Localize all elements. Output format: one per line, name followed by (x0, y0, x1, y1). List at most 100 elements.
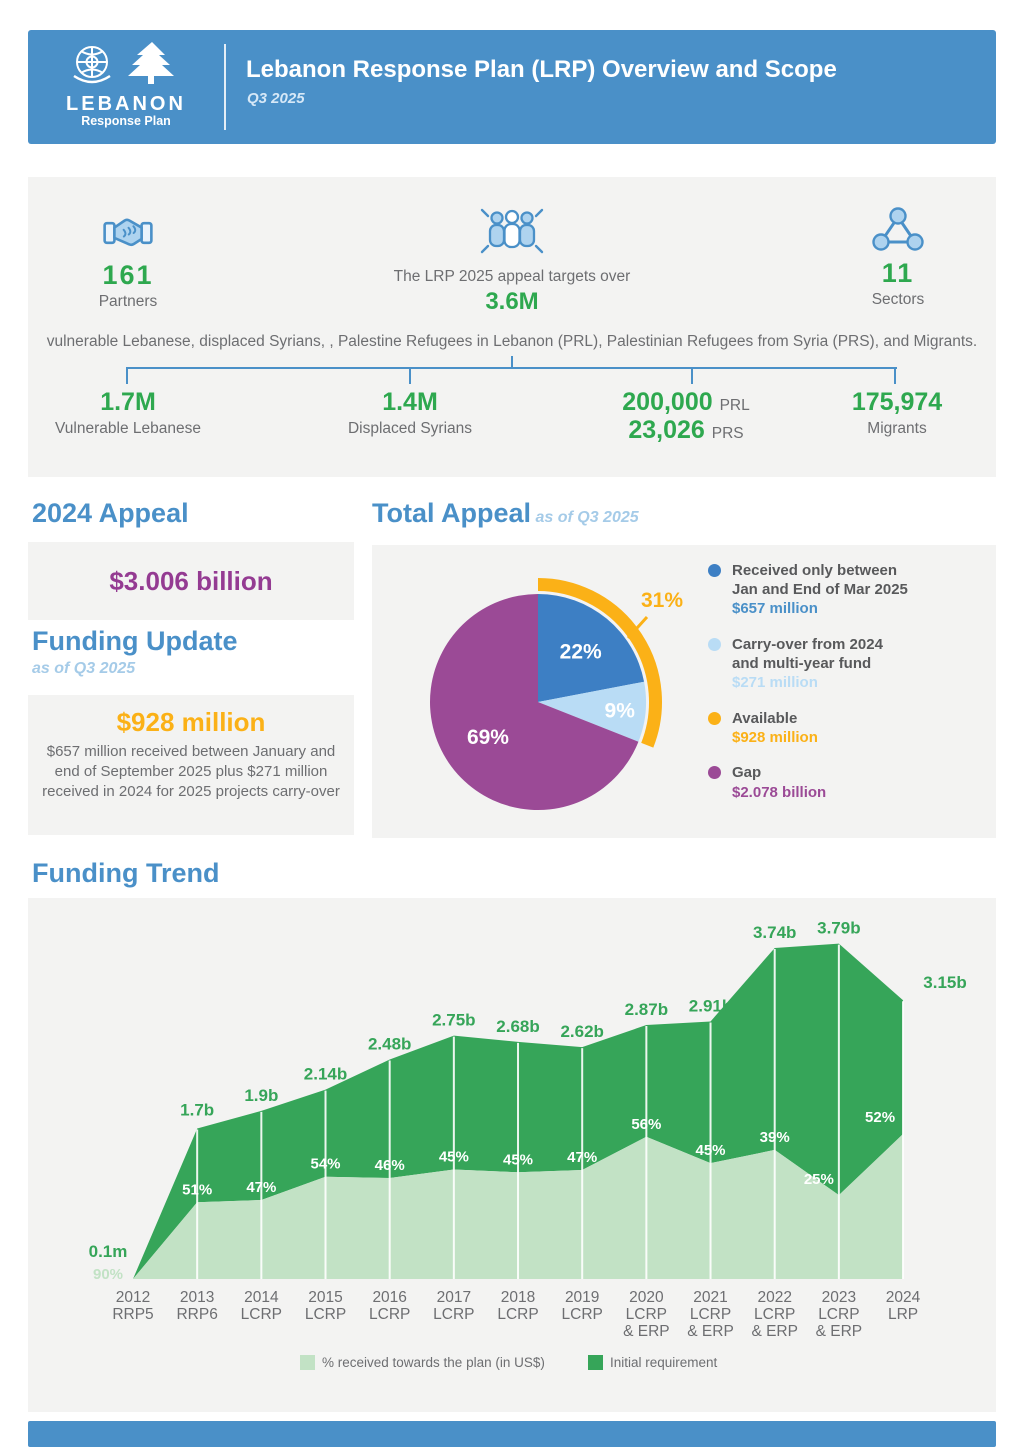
logo-org-subtitle: Response Plan (81, 114, 171, 128)
requirement-value-label: 2.75b (432, 1011, 475, 1030)
group-value: 175,974 (851, 388, 943, 416)
funding-update-box: $928 million $657 million received betwe… (28, 695, 354, 835)
un-cedar-logo-icon (73, 42, 174, 84)
received-pct-label: 45% (439, 1148, 469, 1165)
requirement-value-label: 2.68b (496, 1017, 539, 1036)
group-palestine-refugees: 200,000 PRL 23,026 PRS (622, 388, 749, 445)
legend-label: Available (732, 709, 798, 727)
pie-slice-pct-label: 22% (560, 640, 602, 663)
people-icon (480, 208, 544, 254)
prs-value: 23,026 (628, 415, 705, 444)
legend-label: Carry-over from 2024 and multi-year fund (732, 635, 883, 673)
handshake-icon (103, 218, 153, 247)
funding-trend-heading: Funding Trend (32, 858, 220, 888)
x-axis-label: RRP5 (112, 1306, 153, 1323)
x-axis-label: LCRP (690, 1306, 731, 1323)
legend-item: Received only between Jan and End of Mar… (708, 561, 908, 619)
requirement-value-label: 2.14b (304, 1065, 347, 1084)
cedar-tree-icon (128, 42, 174, 84)
appeal-2024-heading: 2024 Appeal (32, 498, 189, 528)
x-axis-label: LRP (888, 1306, 918, 1323)
x-axis-label: & ERP (816, 1323, 863, 1340)
legend-label: Received only between Jan and End of Mar… (732, 562, 908, 599)
network-icon (872, 207, 924, 251)
group-value: 1.7M (100, 388, 156, 416)
bracket-line (126, 367, 897, 369)
prs-suffix: PRS (711, 424, 744, 442)
x-axis-label: 2019 (565, 1289, 599, 1306)
trend-legend-swatch (588, 1355, 603, 1370)
appeal-2024-amount: $3.006 billion (109, 565, 273, 596)
group-migrants: 175,974 Migrants (851, 388, 943, 438)
received-pct-label: 51% (182, 1181, 212, 1198)
x-axis-label: LCRP (497, 1306, 538, 1323)
x-axis-label: LCRP (562, 1306, 603, 1323)
total-appeal-box: 22% 9% 69% 31% Received only between Jan an… (372, 545, 996, 838)
group-displaced-syrians: 1.4M Displaced Syrians (347, 388, 473, 438)
x-axis-label: 2015 (308, 1289, 342, 1306)
target-description: vulnerable Lebanese, displaced Syrians, … (46, 333, 978, 350)
legend-item: Carry-over from 2024 and multi-year fund… (708, 635, 908, 693)
received-pct-label: 52% (865, 1109, 895, 1126)
legend-item: Gap $2.078 billion (708, 763, 908, 802)
legend-label: Gap (732, 764, 762, 782)
target-stat: The LRP 2025 appeal targets over 3.6M (28, 205, 996, 316)
bracket-center-tick (511, 356, 513, 367)
total-appeal-pie-chart: 22% 9% 69% 31% (430, 578, 683, 810)
x-axis-label: 2022 (757, 1289, 791, 1306)
group-value: 200,000 PRL (622, 388, 749, 417)
bracket-tick (409, 367, 411, 384)
pie-slice-pct-label: 69% (467, 726, 509, 749)
group-value: 23,026 PRS (622, 415, 749, 445)
pie-slice (430, 594, 639, 810)
legend-dot-icon (708, 564, 721, 577)
received-pct-label: 90% (93, 1266, 123, 1283)
footer-bar (28, 1421, 996, 1447)
total-appeal-heading: Total Appeal as of Q3 2025 (372, 498, 639, 529)
legend-dot-icon (708, 766, 721, 780)
bracket-tick (126, 367, 128, 384)
trend-legend-label: Initial requirement (610, 1355, 718, 1370)
legend-dot-icon (708, 711, 721, 725)
ring-pct-label: 31% (641, 589, 683, 612)
x-axis-label: & ERP (623, 1323, 670, 1340)
requirement-value-label: 2.91b (689, 996, 732, 1015)
pie-available-ring (537, 578, 662, 748)
target-intro-text: The LRP 2025 appeal targets over (393, 268, 631, 285)
legend-amount: $271 million (732, 674, 818, 692)
funding-trend-box: 0.1m 1.7b 1.9b 2.14b 2.48b 2.75b 2.68b 2.62b 2.8… (28, 898, 996, 1412)
received-pct-label: 45% (503, 1151, 533, 1168)
x-axis-label: 2014 (244, 1289, 279, 1306)
group-label: Displaced Syrians (347, 419, 473, 437)
x-axis-label: 2013 (180, 1289, 214, 1306)
ring-callout-line (626, 615, 649, 640)
x-axis-label: RRP6 (176, 1306, 217, 1323)
pie-slice-pct-label: 9% (605, 700, 636, 723)
legend-dot-icon (708, 637, 721, 651)
x-axis-label: & ERP (751, 1323, 798, 1340)
bracket-tick (691, 367, 693, 384)
group-value: 1.4M (382, 388, 438, 416)
header-divider (224, 44, 226, 130)
group-label: Migrants (867, 419, 927, 437)
trend-legend-label: % received towards the plan (in US$) (322, 1355, 545, 1370)
x-axis-label: LCRP (626, 1306, 667, 1323)
prl-value: 200,000 (622, 388, 713, 416)
scope-section: 161 Partners The LRP 2025 appeal target (28, 177, 996, 477)
requirement-value-label: 1.9b (244, 1086, 278, 1105)
page-title: Lebanon Response Plan (LRP) Overview and… (246, 56, 837, 83)
legend-item: Available $928 million (708, 709, 908, 748)
received-pct-label: 54% (310, 1156, 340, 1173)
appeal-2024-box: $3.006 billion (28, 542, 354, 620)
funding-update-description: $657 million received between January an… (42, 743, 340, 800)
funding-update-heading: Funding Update (32, 626, 238, 656)
x-axis-label: 2017 (437, 1289, 471, 1306)
partners-count: 161 (102, 260, 154, 290)
received-pct-label: 46% (375, 1157, 405, 1174)
received-pct-label: 47% (246, 1179, 276, 1196)
funding-update-amount: $928 million (116, 707, 266, 737)
partners-stat: 161 Partners (58, 211, 198, 311)
received-pct-label: 45% (696, 1142, 726, 1159)
pie-legend: Received only between Jan and End of Mar… (702, 545, 908, 838)
x-axis-label: LCRP (433, 1306, 474, 1323)
